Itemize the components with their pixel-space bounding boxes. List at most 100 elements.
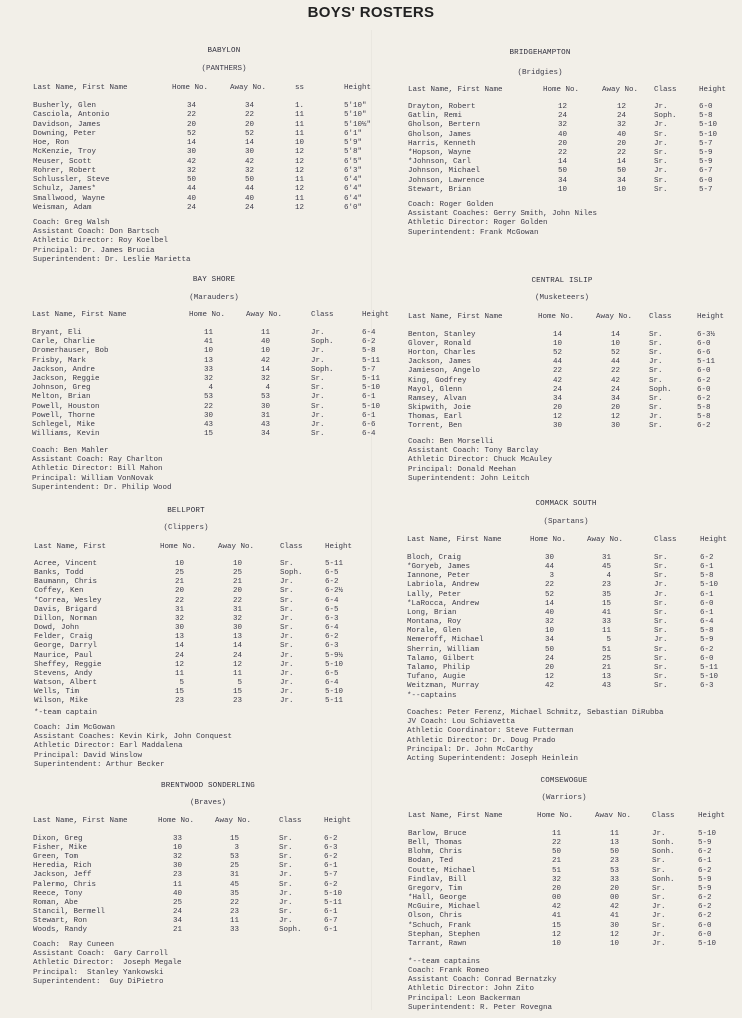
staff-line: Coach: Greg Walsh xyxy=(33,219,110,227)
roster-away-number: 24 xyxy=(616,112,626,121)
column-header-home-no: Home No. xyxy=(538,313,575,321)
roster-height: 6-0 xyxy=(698,930,712,939)
roster-away-number: 10 xyxy=(616,185,626,194)
roster-home-number: 23 xyxy=(174,697,184,706)
roster-away-number: 44 xyxy=(610,358,620,367)
roster-height: 6-0 xyxy=(698,921,712,930)
roster-class: Sr. xyxy=(279,862,293,871)
roster-home-number: 21 xyxy=(551,857,561,866)
roster-home-number: 32 xyxy=(557,121,567,130)
roster-height: 6-5 xyxy=(325,569,339,578)
roster-class: Sr. xyxy=(654,130,668,139)
roster-height: 6-2 xyxy=(700,645,714,654)
roster-away-number: 23 xyxy=(232,697,242,706)
roster-home-number: 30 xyxy=(174,624,184,633)
roster-away-number: 14 xyxy=(232,642,242,651)
roster-player-name: Gholson, Bertern xyxy=(408,121,481,130)
roster-height: 6-3 xyxy=(325,642,339,651)
roster-class: Sr. xyxy=(652,857,666,866)
column-header-name: Last Name, First Name xyxy=(408,313,503,321)
roster-player-name: Skipwith, Joie xyxy=(408,403,472,412)
roster-away-number: 23 xyxy=(229,907,239,916)
roster-home-number: 33 xyxy=(203,365,213,374)
roster-height: 6-1 xyxy=(362,411,376,420)
roster-player-name: Davidson, James xyxy=(33,120,101,129)
staff-line: Athletic Director: Joseph Megale xyxy=(33,959,182,968)
roster-away-number: 42 xyxy=(609,903,619,912)
roster-away-number: 5 xyxy=(237,678,242,687)
staff-line: Assistant Coach: Don Bartsch xyxy=(33,228,160,237)
roster-class: Jr. xyxy=(652,930,666,939)
roster-player-name: Frisby, Mark xyxy=(32,356,87,365)
roster-home-number: 30 xyxy=(544,554,554,562)
roster-away-number: 22 xyxy=(244,111,254,120)
staff-line: Principal: Dr. John McCarthy xyxy=(407,745,534,754)
roster-height: 6-5 xyxy=(325,605,339,614)
roster-class: Sr. xyxy=(652,884,666,893)
roster-class: Sr. xyxy=(280,596,294,605)
roster-player-name: Felder, Craig xyxy=(34,633,93,642)
roster-class: Sr. xyxy=(654,185,668,194)
roster-class: 11 xyxy=(295,120,305,129)
column-header-class: Class xyxy=(654,536,677,544)
roster-player-name: Harris, Kenneth xyxy=(408,139,476,148)
staff-line: Superintendent: Dr. Leslie Marietta xyxy=(33,255,191,264)
roster-home-number: 24 xyxy=(186,203,196,212)
roster-class: Jr. xyxy=(311,393,325,402)
roster-class: Sr. xyxy=(280,560,294,568)
roster-home-number: 24 xyxy=(557,112,567,121)
roster-away-number: 45 xyxy=(601,563,611,572)
roster-player-name: Melton, Brian xyxy=(32,393,91,402)
staff-line: Assistant Coaches: Kevin Kirk, John Conq… xyxy=(34,733,233,742)
roster-home-number: 30 xyxy=(186,148,196,157)
column-header-home-no: Home No. xyxy=(189,311,226,319)
roster-class: Sr. xyxy=(279,907,293,916)
roster-home-number: 30 xyxy=(552,422,562,430)
roster-class: Soph. xyxy=(279,926,302,934)
roster-home-number: 22 xyxy=(557,149,567,157)
roster-class: Sr. xyxy=(654,149,668,157)
roster-home-number: 40 xyxy=(557,130,567,139)
roster-height: 5-11 xyxy=(700,663,719,672)
roster-height: 6-1 xyxy=(324,907,338,916)
roster-away-number: 34 xyxy=(616,176,626,185)
staff-line: JV Coach: Lou Schiavetta xyxy=(407,718,516,727)
roster-player-name: Jackson, Reggie xyxy=(32,375,100,383)
roster-height: 5-8 xyxy=(697,403,711,412)
roster-class: 11 xyxy=(295,129,305,138)
roster-away-number: 30 xyxy=(610,422,620,430)
roster-player-name: Jamieson, Angelo xyxy=(408,367,481,376)
roster-player-name: Rohrer, Robert xyxy=(33,166,97,175)
roster-home-number: 15 xyxy=(174,688,184,697)
roster-player-name: Schlussler, Steve xyxy=(33,176,110,184)
roster-height: 6-2 xyxy=(697,394,711,403)
roster-height: 6-2 xyxy=(698,848,712,857)
staff-line: Principal: Stanley Yankowski xyxy=(33,968,164,977)
roster-height: 6-4 xyxy=(325,624,339,633)
roster-away-number: 10 xyxy=(260,347,270,356)
roster-player-name: Busherly, Glen xyxy=(33,102,97,110)
roster-height: 5-10 xyxy=(325,660,344,669)
staff-line: Athletic Director: Chuck McAuley xyxy=(408,456,553,465)
roster-player-name: Gholson, James xyxy=(408,130,472,139)
roster-height: 5'9" xyxy=(344,139,363,147)
column-header-name: Last Name, First Name xyxy=(407,536,502,544)
roster-home-number: 50 xyxy=(544,645,554,654)
roster-player-name: Williams, Kevin xyxy=(32,430,100,439)
roster-player-name: Johnson, Michael xyxy=(408,167,481,176)
roster-player-name: Olson, Chris xyxy=(408,912,463,921)
roster-class: Sr. xyxy=(280,624,294,633)
roster-height: 6-0 xyxy=(699,176,713,185)
roster-player-name: Maurice, Paul xyxy=(34,651,93,660)
roster-away-number: 10 xyxy=(232,560,242,568)
roster-class: Jr. xyxy=(280,669,294,678)
roster-height: 6-1 xyxy=(324,926,338,934)
roster-class: Jr. xyxy=(654,636,668,645)
roster-height: 5-8 xyxy=(700,627,714,636)
roster-away-number: 25 xyxy=(232,569,242,578)
roster-player-name: Smallwood, Wayne xyxy=(33,194,106,203)
roster-home-number: 22 xyxy=(551,839,561,848)
roster-away-number: 20 xyxy=(232,587,242,596)
roster-class: Jr. xyxy=(311,356,325,365)
roster-player-name: Stewart, Brian xyxy=(408,185,472,194)
